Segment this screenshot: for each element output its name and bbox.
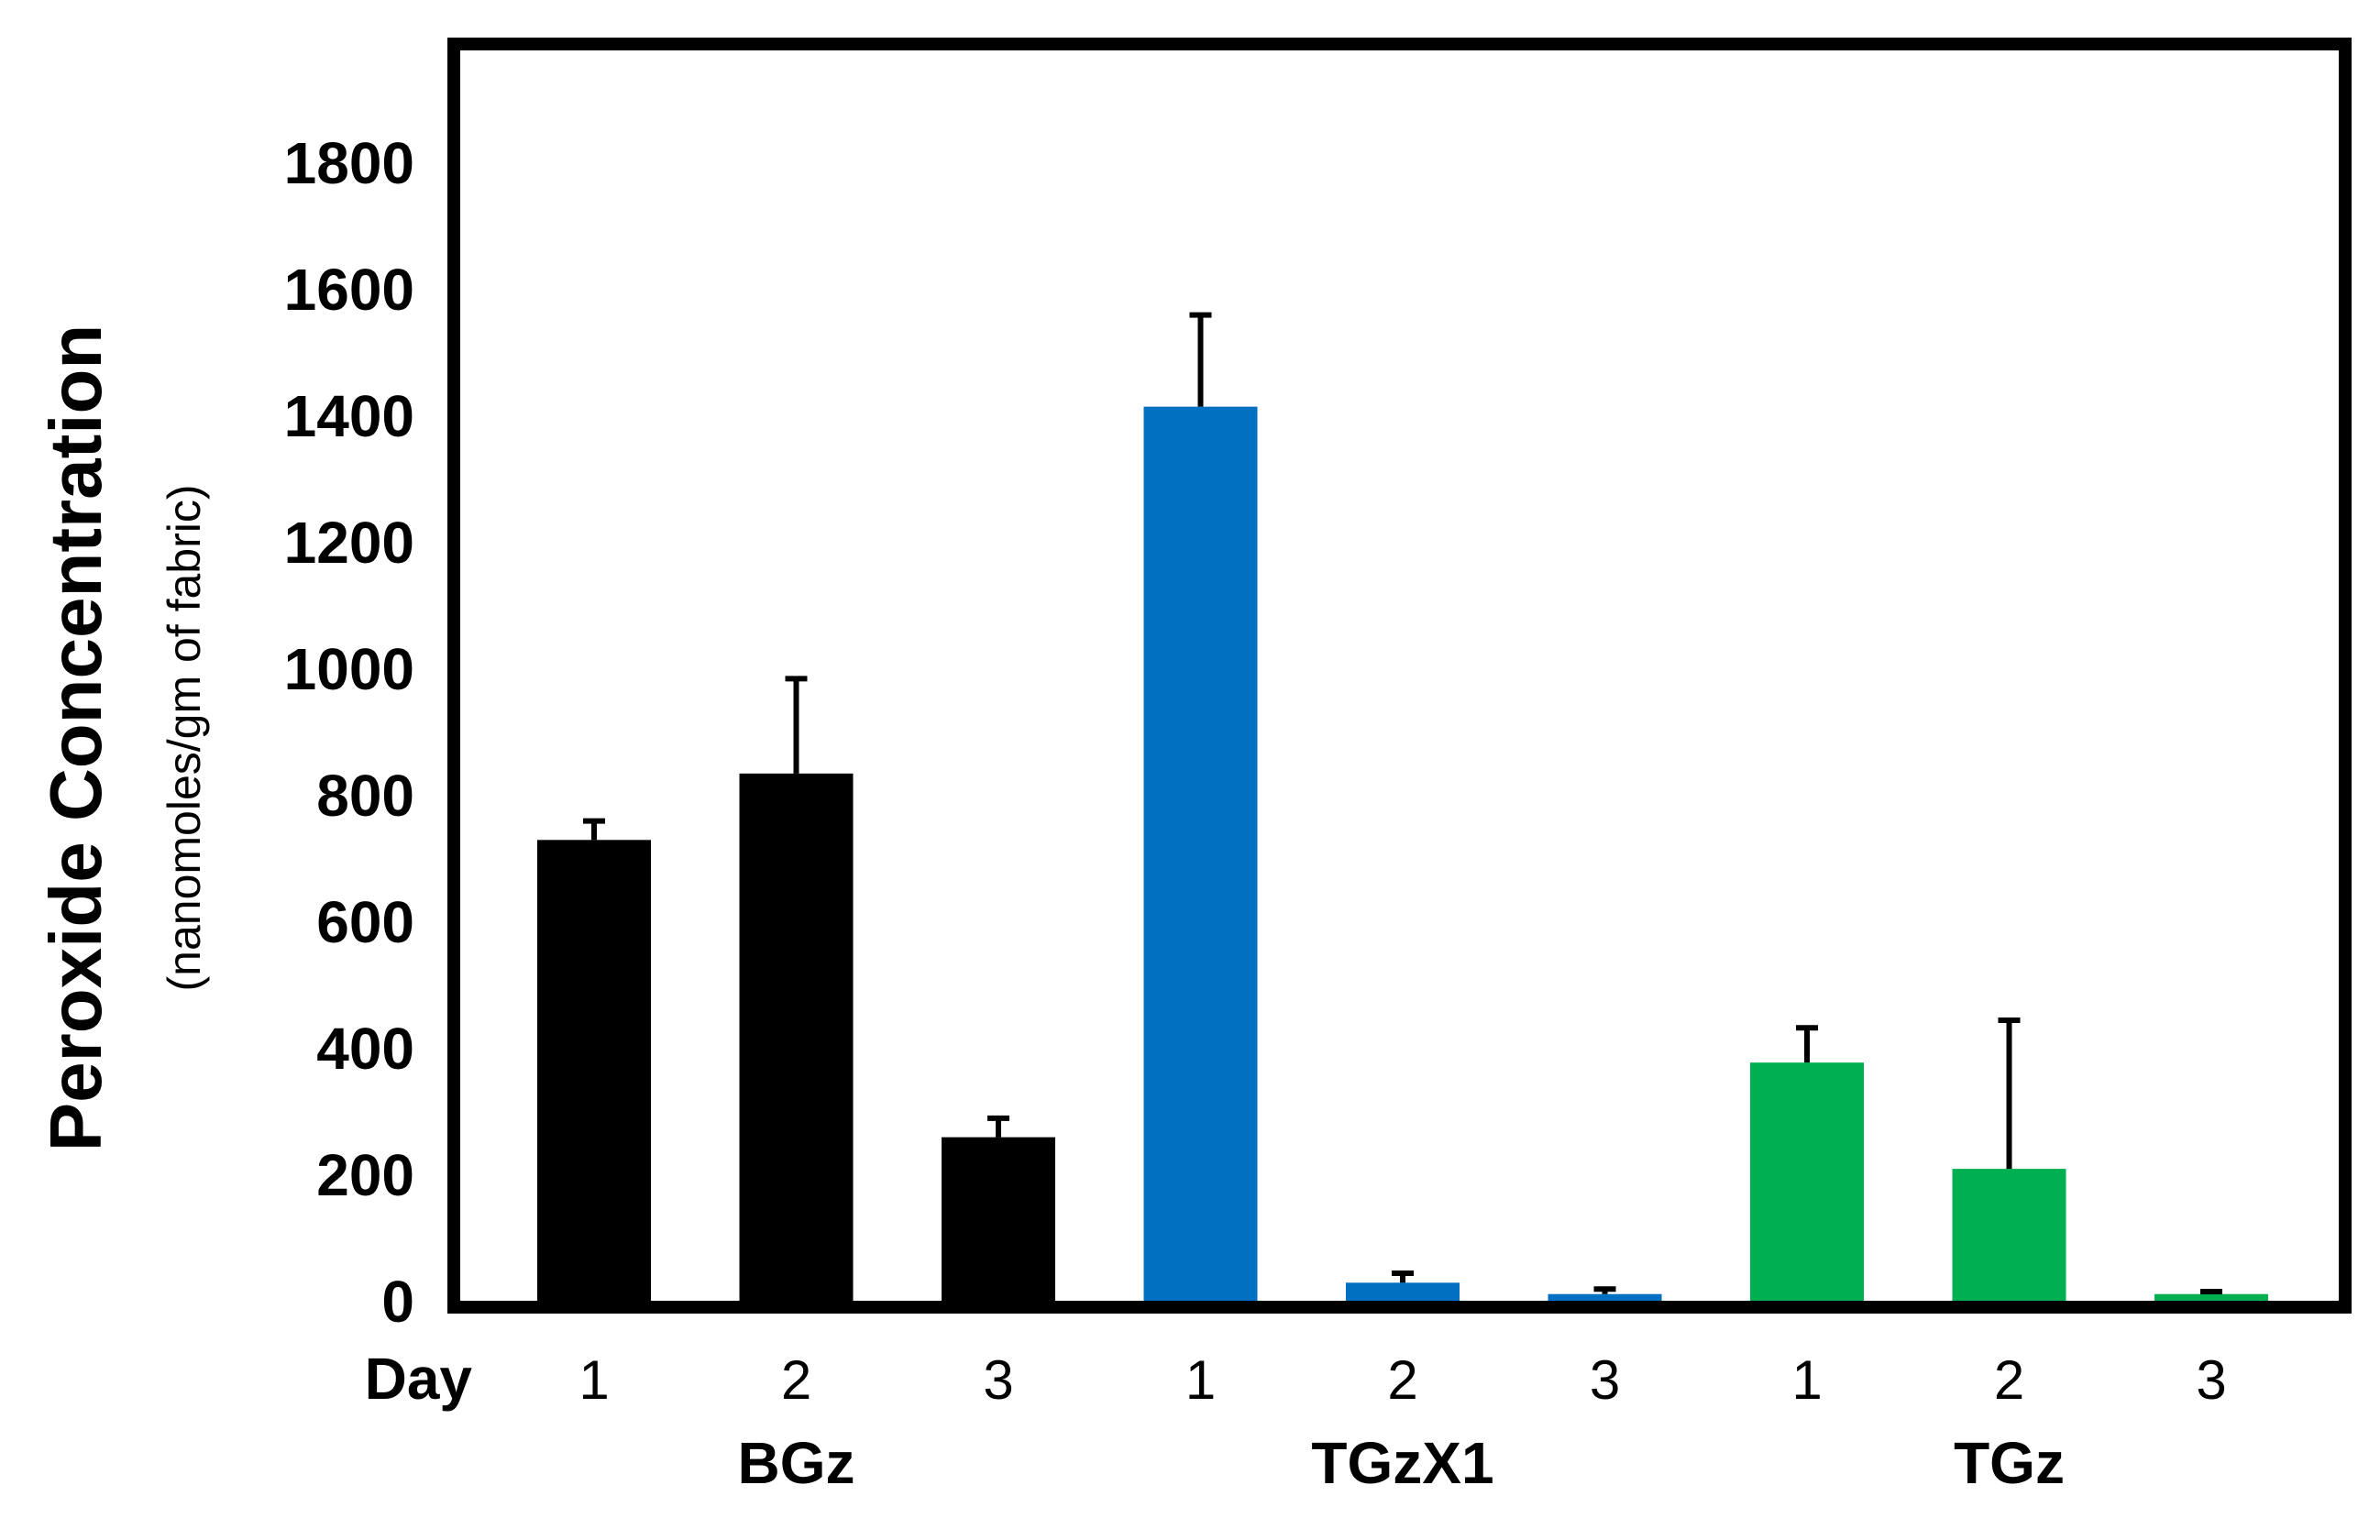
day-label: 1 bbox=[1185, 1349, 1216, 1411]
day-label: 2 bbox=[1387, 1349, 1417, 1411]
group-label: BGz bbox=[738, 1430, 855, 1496]
day-label: 3 bbox=[983, 1349, 1013, 1411]
day-label: 3 bbox=[2196, 1349, 2226, 1411]
y-axis-sublabel: (nanomoles/gm of fabric) bbox=[159, 484, 210, 991]
y-axis-title: Peroxide Concentration (nanomoles/gm of … bbox=[35, 324, 210, 1151]
bar bbox=[1548, 1293, 1662, 1302]
group-label: TGzX1 bbox=[1311, 1430, 1493, 1496]
x-axis-labels: 1 2 3 BGz 1 2 3 TGzX1 1 2 3 TGz bbox=[578, 1349, 2226, 1496]
y-tick-label: 1800 bbox=[284, 130, 414, 196]
bar bbox=[739, 773, 854, 1302]
y-tick-label: 1200 bbox=[284, 510, 414, 576]
y-axis-label: Peroxide Concentration bbox=[35, 324, 116, 1151]
bar bbox=[2154, 1293, 2268, 1302]
y-tick-label: 600 bbox=[316, 889, 414, 955]
y-tick-label: 0 bbox=[381, 1269, 414, 1335]
day-label: 3 bbox=[1590, 1349, 1620, 1411]
bar bbox=[537, 840, 651, 1302]
group-label: TGz bbox=[1954, 1430, 2065, 1496]
y-axis-ticks: 0 200 400 600 800 1000 1200 1400 1600 1800 bbox=[284, 130, 414, 1335]
bars bbox=[537, 312, 2268, 1302]
y-tick-label: 200 bbox=[316, 1142, 414, 1208]
y-tick-label: 1000 bbox=[284, 636, 414, 702]
day-label: 1 bbox=[578, 1349, 609, 1411]
bar bbox=[942, 1137, 1055, 1302]
y-tick-label: 400 bbox=[316, 1016, 414, 1082]
day-label: 1 bbox=[1791, 1349, 1822, 1411]
x-axis-prefix-day: Day bbox=[365, 1346, 473, 1412]
bar bbox=[1750, 1062, 1864, 1302]
bar bbox=[1952, 1169, 2066, 1302]
day-label: 2 bbox=[781, 1349, 811, 1411]
day-label: 2 bbox=[1994, 1349, 2024, 1411]
y-tick-label: 1600 bbox=[284, 257, 414, 323]
bar bbox=[1143, 406, 1258, 1302]
bar bbox=[1346, 1282, 1460, 1302]
y-tick-label: 1400 bbox=[284, 383, 414, 449]
y-tick-label: 800 bbox=[316, 763, 414, 829]
plot-frame bbox=[447, 38, 2352, 1314]
